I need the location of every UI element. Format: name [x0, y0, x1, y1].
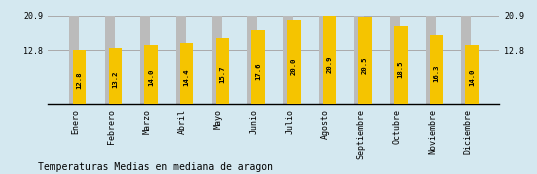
- Bar: [212, 16, 222, 104]
- Bar: [247, 16, 257, 104]
- Bar: [323, 16, 336, 104]
- Bar: [358, 17, 372, 104]
- Text: 13.2: 13.2: [112, 70, 118, 88]
- Bar: [390, 16, 400, 104]
- Text: 14.0: 14.0: [148, 69, 154, 86]
- Bar: [140, 16, 150, 104]
- Bar: [466, 45, 479, 104]
- Bar: [176, 16, 186, 104]
- Bar: [69, 16, 79, 104]
- Text: 15.7: 15.7: [220, 66, 226, 83]
- Bar: [251, 30, 265, 104]
- Text: 16.3: 16.3: [433, 65, 439, 82]
- Bar: [216, 38, 229, 104]
- Text: Temperaturas Medias en mediana de aragon: Temperaturas Medias en mediana de aragon: [38, 162, 273, 172]
- Bar: [287, 20, 301, 104]
- Bar: [318, 16, 329, 104]
- Text: 12.8: 12.8: [77, 71, 83, 89]
- Bar: [180, 43, 193, 104]
- Text: 18.5: 18.5: [398, 60, 404, 78]
- Bar: [283, 16, 293, 104]
- Bar: [426, 16, 436, 104]
- Bar: [394, 26, 408, 104]
- Bar: [461, 16, 471, 104]
- Text: 14.4: 14.4: [184, 68, 190, 86]
- Text: 14.0: 14.0: [469, 69, 475, 86]
- Bar: [73, 50, 86, 104]
- Bar: [430, 35, 443, 104]
- Bar: [105, 16, 114, 104]
- Bar: [144, 45, 158, 104]
- Text: 20.5: 20.5: [362, 57, 368, 74]
- Text: 20.9: 20.9: [326, 56, 332, 73]
- Text: 17.6: 17.6: [255, 62, 261, 80]
- Bar: [108, 48, 122, 104]
- Bar: [354, 16, 364, 104]
- Text: 20.0: 20.0: [291, 57, 297, 75]
